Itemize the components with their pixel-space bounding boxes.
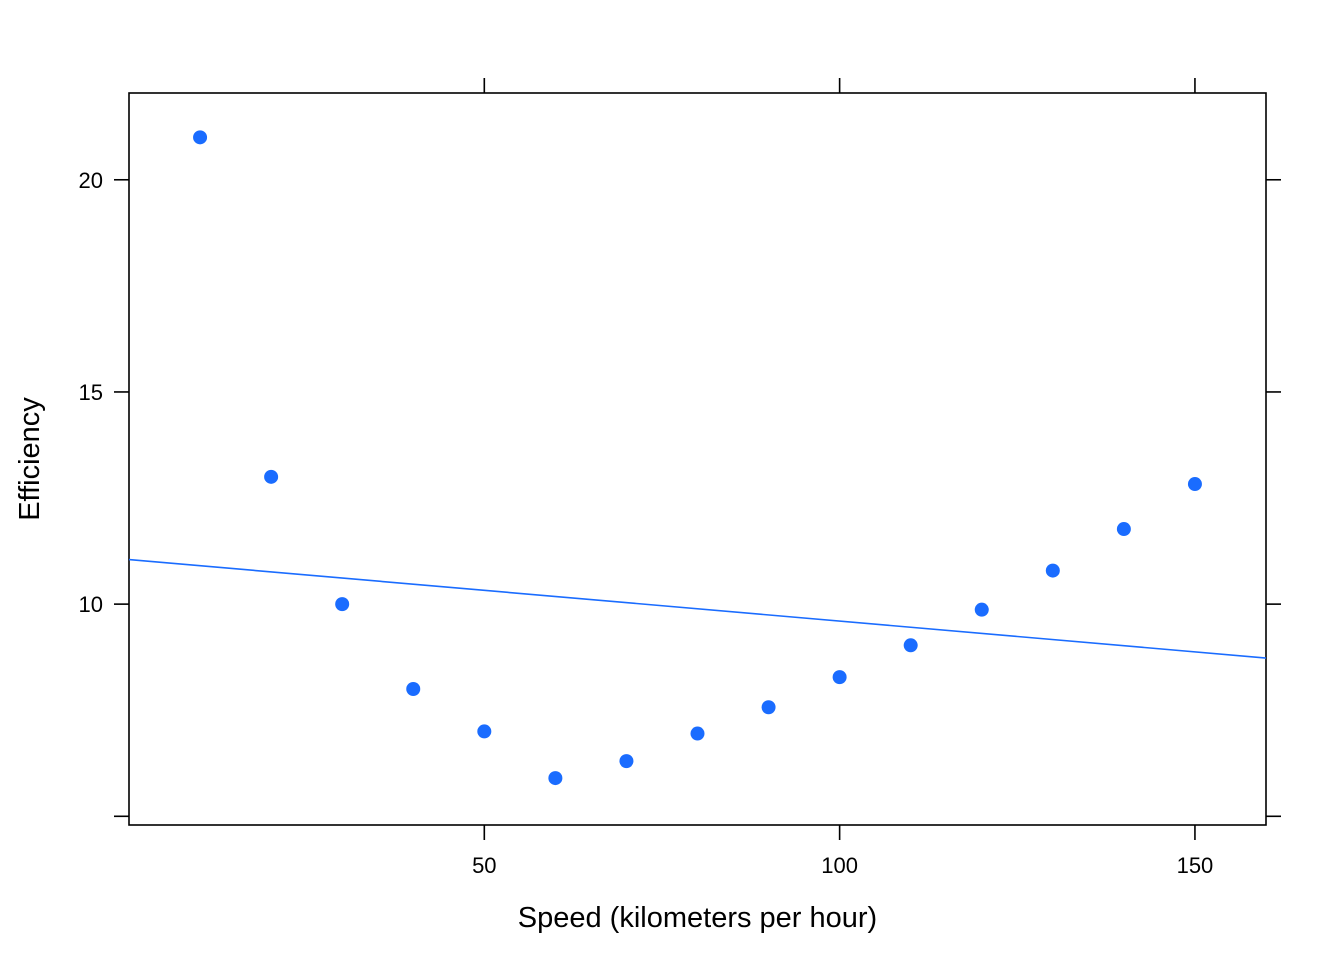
- data-point: [974, 602, 989, 617]
- data-point: [548, 771, 563, 786]
- data-point: [761, 700, 776, 715]
- data-points: [193, 130, 1202, 786]
- regression-line: [128, 558, 1267, 659]
- data-point: [193, 130, 208, 145]
- y-tick-label: 15: [79, 380, 103, 405]
- data-point: [335, 597, 350, 612]
- y-tick-label: 10: [79, 592, 103, 617]
- data-point: [1116, 522, 1131, 537]
- data-point: [1045, 563, 1060, 578]
- x-tick-label: 150: [1177, 853, 1214, 878]
- y-tick-label: 20: [79, 168, 103, 193]
- data-point: [1187, 477, 1202, 492]
- x-tick-label: 100: [821, 853, 858, 878]
- fit-line-group: [128, 558, 1267, 659]
- data-point: [406, 681, 421, 696]
- data-point: [832, 670, 847, 685]
- data-point: [477, 724, 492, 739]
- x-tick-label: 50: [472, 853, 496, 878]
- x-axis-title: Speed (kilometers per hour): [518, 902, 877, 934]
- data-point: [264, 469, 279, 484]
- axes: 50 100 150 10 15 20: [79, 78, 1281, 878]
- data-point: [690, 726, 705, 741]
- data-point: [903, 638, 918, 653]
- data-point: [619, 754, 634, 769]
- plot-frame: [128, 92, 1267, 826]
- y-axis-title: Efficiency: [14, 397, 46, 521]
